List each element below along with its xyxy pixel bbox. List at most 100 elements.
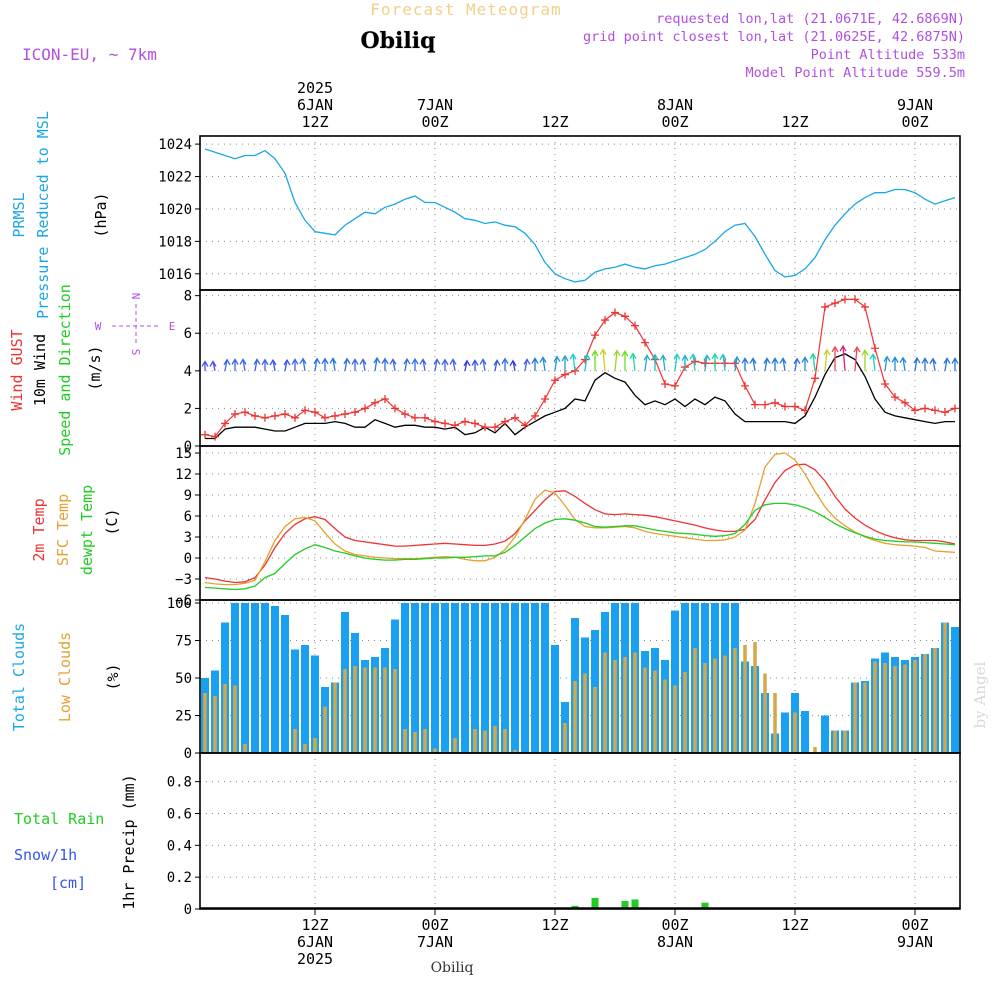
low-cloud-bar [233, 685, 237, 753]
wind-direction-arrow [261, 358, 269, 371]
temp-2m-label: 2m Temp [30, 498, 48, 561]
temperature-tick-label: 9 [184, 488, 192, 504]
low-cloud-bar [653, 670, 657, 753]
clouds-unit: (%) [104, 663, 122, 690]
low-clouds-label: Low Clouds [56, 632, 74, 722]
wind-gust-label: Wind GUST [8, 329, 26, 410]
precip-labels: Total Rain Snow/1h [cm] 1hr Precip (mm) [14, 774, 138, 909]
wind-gust-marker [671, 381, 679, 390]
precip-unit: 1hr Precip (mm) [120, 774, 138, 909]
wind-direction-arrow [719, 353, 727, 371]
chart-title: Forecast Meteogram [370, 0, 561, 19]
wind-direction-arrow [689, 353, 697, 371]
wind-direction-arrow [433, 358, 441, 371]
wind-direction-arrow [463, 359, 471, 371]
wind-direction-arrow [599, 348, 607, 371]
wind-direction-arrow [749, 357, 757, 371]
clouds-tick-label: 0 [184, 746, 192, 762]
wind-direction-arrow [501, 357, 509, 371]
wind-direction-arrow [613, 349, 621, 371]
wind-gust-marker [801, 406, 809, 415]
wind-direction-arrow [539, 356, 547, 371]
total-cloud-bar [821, 715, 829, 753]
wind-gust-marker [501, 417, 509, 426]
low-cloud-bar [683, 672, 687, 753]
low-cloud-bar [373, 667, 377, 753]
low-cloud-bar [673, 685, 677, 753]
wind-direction-arrow [419, 358, 427, 371]
total-cloud-bar [551, 645, 559, 753]
precip-bar [591, 897, 599, 909]
wind-gust-marker [791, 402, 799, 411]
wind-gust-line [204, 298, 956, 438]
top-axis-label-line: 00Z [901, 113, 928, 131]
wind-gust-marker [941, 408, 949, 417]
top-axis-label-line: 8JAN [657, 96, 693, 114]
pressure-line [204, 148, 956, 283]
wind-direction-arrow [809, 352, 817, 371]
temp-sfc-label: SFC Temp [54, 494, 72, 566]
total-cloud-bar [431, 603, 439, 753]
wind-direction-arrow [493, 359, 501, 371]
precipitation-panel: 0 0.2 0.4 0.6 0.8 [167, 753, 960, 918]
wind-direction-arrow [943, 357, 951, 371]
total-cloud-bar [471, 603, 479, 753]
wind-gust-marker [891, 393, 899, 402]
low-cloud-bar [743, 645, 747, 753]
low-cloud-bar [813, 747, 817, 753]
clouds-tick-label: 25 [175, 709, 192, 725]
bottom-axis-label-line: 7JAN [417, 933, 453, 951]
wind-tick-label: 4 [184, 364, 192, 380]
low-cloud-bar [473, 729, 477, 753]
wind-gust-marker [761, 400, 769, 409]
low-cloud-bar [833, 730, 837, 753]
wind-direction-arrow [861, 348, 869, 371]
bottom-axis-label: 12Z [781, 916, 808, 934]
wind-gust-marker [881, 379, 889, 388]
wind-direction-arrow [883, 355, 891, 371]
low-cloud-bar [693, 648, 697, 753]
wind-gust-marker [261, 413, 269, 422]
precipitation-tick-label: 0.8 [167, 775, 192, 791]
pressure-unit: (hPa) [92, 192, 110, 237]
wind-gust-marker [541, 395, 549, 404]
top-axis-label-line: 12Z [781, 113, 808, 131]
wind-direction-arrow [569, 353, 577, 371]
total-cloud-bar [451, 603, 459, 753]
top-axis-label: 12Z [781, 113, 808, 131]
watermark: by Angel [971, 661, 989, 728]
wind-direction-arrow [561, 354, 569, 371]
compass-north: N [129, 293, 142, 300]
temperature-tick-label: 0 [184, 551, 192, 567]
snow-unit: [cm] [50, 874, 86, 892]
wind-direction-arrow [509, 359, 517, 371]
wind-direction-arrow [629, 352, 637, 371]
bottom-axis-label-line: 12Z [301, 916, 328, 934]
total-cloud-bar [421, 603, 429, 753]
wind-direction-arrow [839, 344, 847, 371]
total-cloud-bar [541, 603, 549, 753]
wind-gust-marker [931, 406, 939, 415]
panel-frame [199, 289, 961, 447]
low-cloud-bar [873, 661, 877, 753]
panel-frame [199, 752, 961, 910]
wind-gust-marker [811, 374, 819, 383]
info-line-4: Model Point Altitude 559.5m [746, 65, 965, 81]
low-cloud-bar [323, 706, 327, 753]
wind-direction-arrow [793, 357, 801, 371]
wind-gust-marker [431, 417, 439, 426]
precip-bar [621, 901, 629, 909]
wind-direction-arrow [389, 358, 397, 371]
low-cloud-bar [343, 669, 347, 753]
wind-gust-marker [421, 413, 429, 422]
temp-line-2m-temp [204, 463, 956, 584]
temperature-tick-label: −6 [175, 593, 192, 609]
total-cloud-bar [511, 603, 519, 753]
low-cloud-bar [363, 667, 367, 753]
low-cloud-bar [243, 744, 247, 753]
low-cloud-bar [933, 648, 937, 753]
wind-direction-arrow [321, 357, 329, 371]
info-line-3: Point Altitude 533m [811, 47, 965, 63]
low-cloud-bar [593, 687, 597, 753]
